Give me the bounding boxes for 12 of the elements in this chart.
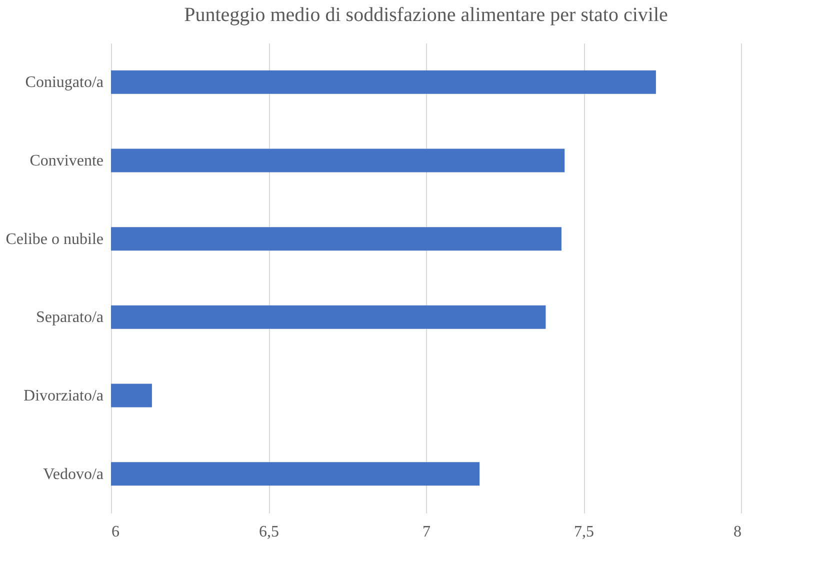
y-tick-label: Vedovo/a <box>43 466 104 483</box>
y-tick-label: Coniugato/a <box>25 74 104 92</box>
y-tick-label: Divorziato/a <box>24 388 104 404</box>
x-tick-label: 6,5 <box>259 524 279 540</box>
y-tick-label: Separato/a <box>36 309 104 326</box>
x-tick-label: 8 <box>734 524 742 540</box>
chart-title: Punteggio medio di soddisfazione alimentare per stato civile <box>184 4 668 26</box>
x-tick-label: 7,5 <box>574 524 594 540</box>
x-tick-label: 7 <box>422 524 430 540</box>
y-tick-label: Celibe o nubile <box>6 230 104 248</box>
y-tick-label: Convivente <box>30 152 104 170</box>
x-tick-label: 6 <box>112 524 120 540</box>
